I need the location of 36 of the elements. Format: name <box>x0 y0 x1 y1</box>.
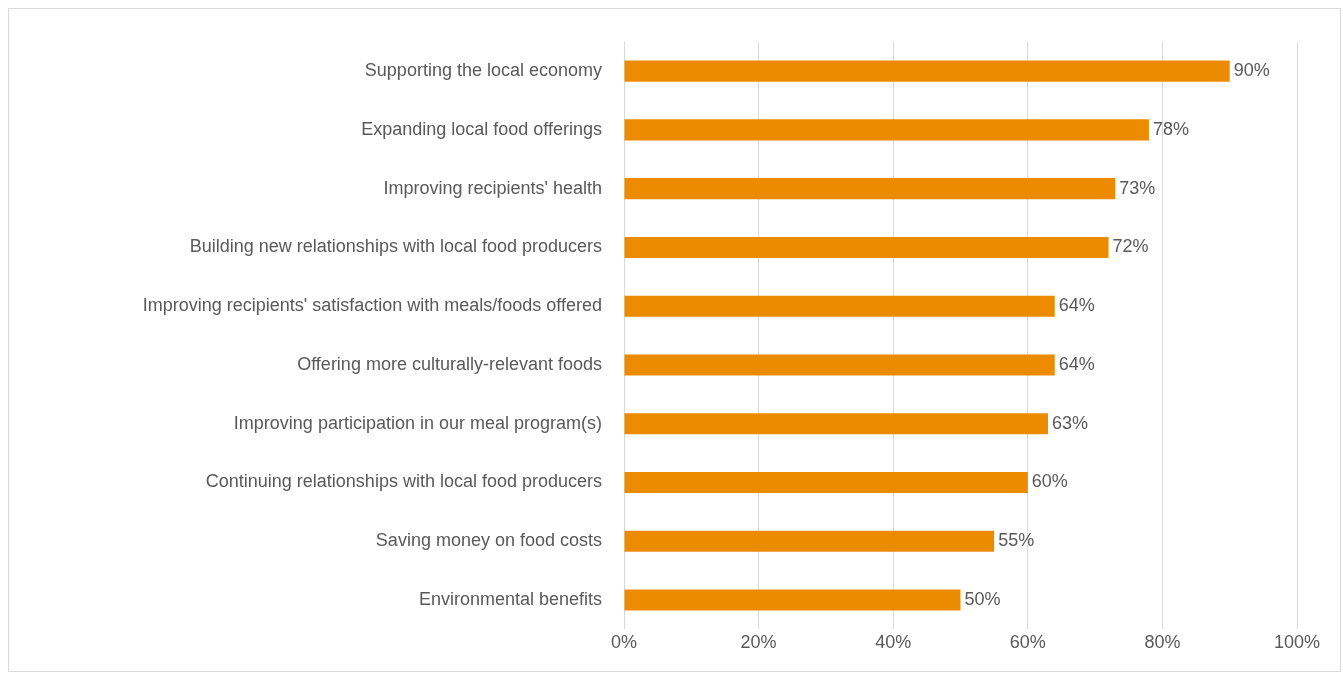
x-tick-label: 0% <box>610 632 638 653</box>
x-tick-label: 100% <box>1273 632 1321 653</box>
y-tick-label: Continuing relationships with local food producers <box>205 471 602 492</box>
data-label: 73% <box>1119 177 1156 198</box>
data-label: 50% <box>964 588 1001 609</box>
bar <box>624 178 1116 200</box>
y-tick-label: Expanding local food offerings <box>361 118 602 139</box>
data-label: 64% <box>1058 353 1095 374</box>
bar <box>624 413 1048 435</box>
data-label: 78% <box>1152 118 1189 139</box>
bar <box>624 354 1055 376</box>
y-tick-label: Improving recipients' health <box>383 177 602 198</box>
y-tick-label: Improving recipients' satisfaction with meals/foods offered <box>142 295 602 316</box>
y-tick-label: Improving participation in our meal program(s) <box>233 412 602 433</box>
data-label: 63% <box>1051 412 1089 433</box>
y-tick-label: Environmental benefits <box>418 588 602 609</box>
y-tick-label: Supporting the local economy <box>364 60 602 81</box>
y-tick-label: Building new relationships with local food producers <box>189 236 602 257</box>
data-label: 55% <box>998 530 1035 551</box>
bar <box>624 236 1109 259</box>
data-label: 60% <box>1031 471 1068 492</box>
bar <box>624 119 1149 141</box>
bar <box>624 471 1028 494</box>
data-label: 72% <box>1112 236 1149 257</box>
data-label: 64% <box>1058 295 1095 316</box>
x-tick-label: 60% <box>1009 632 1046 653</box>
y-tick-label: Saving money on food costs <box>375 530 602 551</box>
bar <box>624 60 1230 82</box>
x-tick-label: 80% <box>1144 632 1181 653</box>
data-label: 90% <box>1233 60 1270 81</box>
y-tick-label: Offering more culturally-relevant foods <box>297 353 602 374</box>
bar <box>624 530 995 552</box>
x-tick-label: 20% <box>740 632 777 653</box>
bar <box>624 589 961 611</box>
x-tick-label: 40% <box>875 632 912 653</box>
bar <box>624 295 1055 317</box>
